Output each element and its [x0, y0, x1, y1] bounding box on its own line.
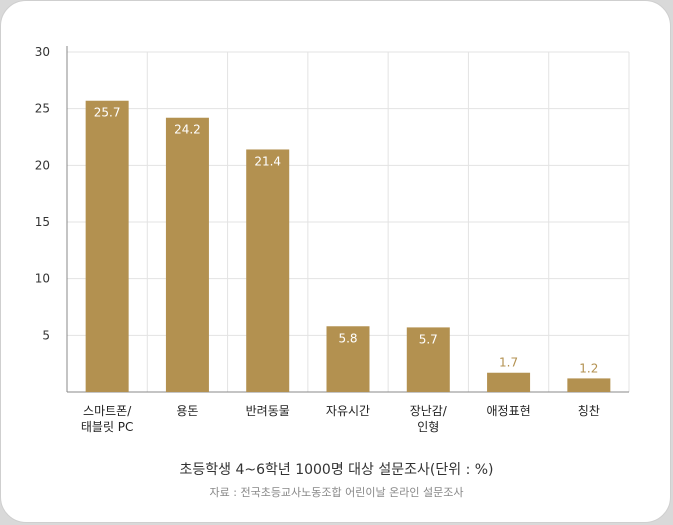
y-tick-label: 20: [35, 158, 50, 172]
bar: [326, 326, 370, 392]
x-tick-label: 애정표현: [486, 404, 530, 418]
chart-title: 초등학생 4~6학년 1000명 대상 설문조사(단위 : %): [179, 462, 494, 478]
bar: [406, 327, 450, 392]
bar: [246, 149, 290, 392]
x-tick-label: 반려동물: [246, 404, 290, 418]
x-tick-label: 태블릿 PC: [81, 420, 134, 434]
data-label: 1.2: [579, 361, 598, 375]
x-tick-label: 자유시간: [326, 404, 370, 418]
y-tick-label: 5: [42, 328, 50, 342]
bar: [85, 100, 129, 392]
bar: [567, 378, 611, 392]
data-label: 24.2: [174, 123, 201, 137]
bar: [165, 117, 209, 392]
x-tick-label: 스마트폰/: [83, 404, 132, 418]
y-tick-label: 30: [35, 45, 50, 59]
data-label: 21.4: [254, 154, 281, 168]
chart-source: 자료 : 전국초등교사노동조합 어린이날 온라인 설문조사: [209, 486, 464, 499]
data-label: 1.7: [499, 356, 518, 370]
x-tick-label: 칭찬: [578, 403, 600, 418]
data-label: 5.7: [419, 332, 438, 346]
data-label: 5.8: [338, 331, 357, 345]
bar-chart: 5 10 15 20 25 30 25.7 스마트폰/태블릿 PC 24.2 용돈 21.4 반려동물…: [35, 45, 630, 434]
y-tick-label: 15: [35, 215, 50, 229]
y-tick-label: 25: [35, 102, 50, 116]
bar: [487, 372, 531, 392]
x-tick-label: 용돈: [176, 404, 198, 418]
x-tick-label: 인형: [417, 420, 439, 434]
data-label: 25.7: [94, 106, 121, 120]
y-tick-label: 10: [35, 272, 50, 286]
x-tick-label: 장난감/: [410, 404, 448, 418]
